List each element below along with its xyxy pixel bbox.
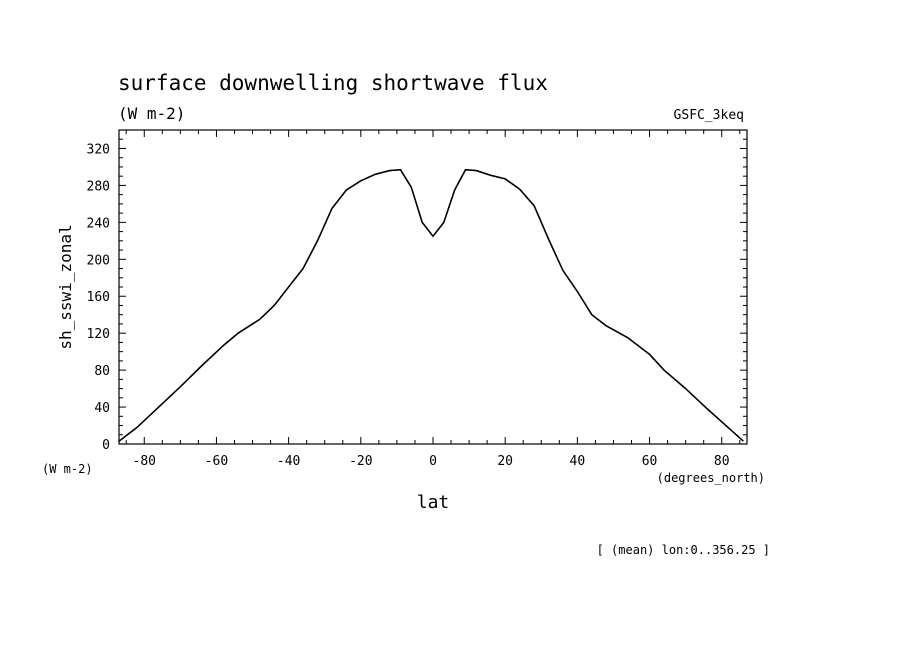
- x-tick-label: 40: [570, 454, 586, 469]
- chart-title: surface downwelling shortwave flux: [118, 71, 548, 95]
- x-tick-label: -80: [133, 454, 156, 469]
- footnote: [ (mean) lon:0..356.25 ]: [597, 543, 770, 557]
- x-tick-label: -20: [349, 454, 372, 469]
- x-tick-label: -40: [277, 454, 300, 469]
- y-tick-label: 80: [94, 364, 110, 379]
- y-tick-label: 40: [94, 401, 110, 416]
- y-tick-label: 320: [87, 142, 110, 157]
- axis-ticks: [119, 129, 747, 445]
- x-tick-label: -60: [205, 454, 228, 469]
- x-units-label: (degrees_north): [657, 471, 765, 485]
- x-tick-label: 80: [714, 454, 730, 469]
- plot-frame: [118, 129, 748, 445]
- model-label: GSFC_3keq: [674, 108, 744, 123]
- y-axis-label: sh_sswi_zonal: [56, 224, 75, 349]
- y-tick-labels: 0 40 80 120 160 200 240 280 320: [87, 142, 110, 453]
- x-tick-label: 20: [497, 454, 513, 469]
- y-units-label: (W m-2): [42, 462, 93, 476]
- y-tick-label: 160: [87, 290, 110, 305]
- chart-subtitle: (W m-2): [118, 104, 185, 123]
- x-axis-label: lat: [417, 492, 450, 513]
- x-tick-labels: -80 -60 -40 -20 0 20 40 60 80: [133, 454, 730, 469]
- y-tick-label: 280: [87, 179, 110, 194]
- y-tick-label: 200: [87, 253, 110, 268]
- series-line: [118, 168, 744, 442]
- y-tick-label: 0: [102, 438, 110, 453]
- y-tick-label: 240: [87, 216, 110, 231]
- x-tick-label: 0: [429, 454, 437, 469]
- x-tick-label: 60: [642, 454, 658, 469]
- y-tick-label: 120: [87, 327, 110, 342]
